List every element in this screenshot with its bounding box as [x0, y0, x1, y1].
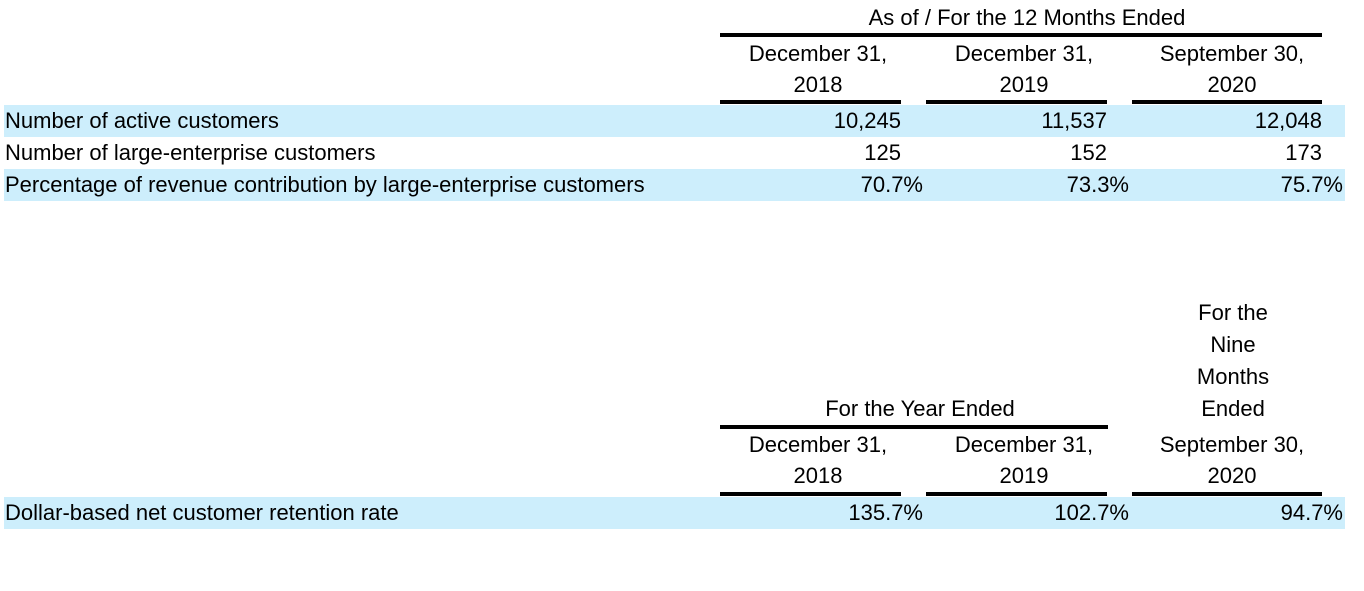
- table1-group-header-rule: [720, 33, 1322, 37]
- table1-group-header: As of / For the 12 Months Ended: [868, 5, 1186, 30]
- table2-col3-rule: [1132, 492, 1322, 496]
- table1-col1-rule: [720, 100, 901, 104]
- table1-col1-header-line1: December 31,: [748, 41, 888, 66]
- table1-row2-value3: 173: [1285, 140, 1322, 165]
- table2-row1-label: Dollar-based net customer retention rate: [5, 500, 399, 525]
- table1-col2-rule: [926, 100, 1107, 104]
- table1-row1-value1: 10,245: [833, 108, 901, 133]
- table1-row2-value1: 125: [864, 140, 901, 165]
- table1-col1-header-line2: 2018: [793, 72, 843, 97]
- table1-row1-band: [4, 105, 1345, 137]
- table2-col3-header-line2: 2020: [1207, 463, 1257, 488]
- table1-row3-value3: 75.7%: [1280, 172, 1343, 197]
- table1-row2-label: Number of large-enterprise customers: [5, 140, 376, 165]
- table2-group-header-rule: [720, 425, 1108, 429]
- table2-nine-months-header-line2: Nine: [1210, 332, 1256, 357]
- table2-nine-months-header-line4: Ended: [1201, 396, 1265, 421]
- table1-row1-label: Number of active customers: [5, 108, 279, 133]
- table2-row1-value3: 94.7%: [1280, 500, 1343, 525]
- table1-col2-header-line1: December 31,: [954, 41, 1094, 66]
- table2-col2-rule: [926, 492, 1107, 496]
- table2-row1-value2: 102.7%: [1054, 500, 1129, 525]
- table1-row3-value2: 73.3%: [1066, 172, 1129, 197]
- table2-row1-value1: 135.7%: [848, 500, 923, 525]
- table2-nine-months-header-line3: Months: [1196, 364, 1270, 389]
- table1-col2-header-line2: 2019: [999, 72, 1049, 97]
- table2-row1-band: [4, 497, 1345, 529]
- table1-col3-header-line1: September 30,: [1159, 41, 1305, 66]
- table2-col1-header-line1: December 31,: [748, 432, 888, 457]
- table1-col3-header-line2: 2020: [1207, 72, 1257, 97]
- table1-row3-label: Percentage of revenue contribution by la…: [5, 172, 645, 197]
- table1-row3-value1: 70.7%: [860, 172, 923, 197]
- table2-col3-header-line1: September 30,: [1159, 432, 1305, 457]
- table2-col2-header-line2: 2019: [999, 463, 1049, 488]
- table2-col1-rule: [720, 492, 901, 496]
- table1-row3-band: [4, 169, 1345, 201]
- table2-col2-header-line1: December 31,: [954, 432, 1094, 457]
- table1-col3-rule: [1132, 100, 1322, 104]
- table2-group-header: For the Year Ended: [825, 396, 1015, 421]
- table2-col1-header-line2: 2018: [793, 463, 843, 488]
- table1-row1-value2: 11,537: [1041, 108, 1107, 133]
- table1-row1-value3: 12,048: [1254, 108, 1322, 133]
- table2-nine-months-header-line1: For the: [1198, 300, 1268, 325]
- table1-row2-value2: 152: [1070, 140, 1107, 165]
